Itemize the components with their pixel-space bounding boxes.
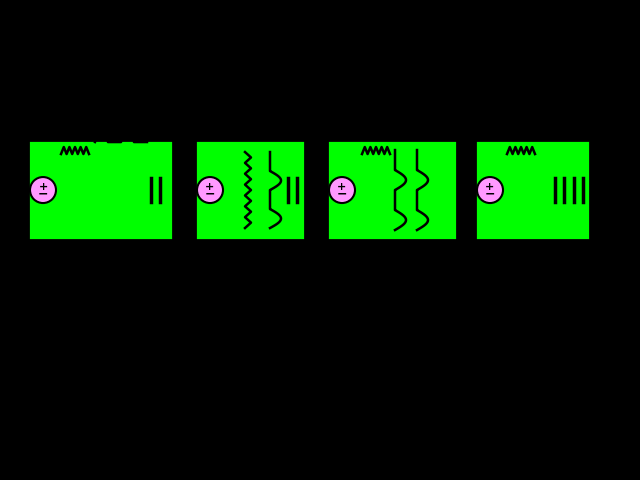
Text: +: + xyxy=(38,181,47,192)
Text: Summing up the voltages around a loop will: Summing up the voltages around a loop wi… xyxy=(30,350,515,369)
Bar xyxy=(195,140,305,240)
Bar xyxy=(28,140,173,240)
Text: What is a Second Order Circuit? Part 1: What is a Second Order Circuit? Part 1 xyxy=(30,45,513,65)
Bar xyxy=(327,140,457,240)
Circle shape xyxy=(329,177,355,203)
Text: +: + xyxy=(205,181,214,192)
Bar xyxy=(475,140,590,240)
Text: −: − xyxy=(337,188,348,201)
Circle shape xyxy=(30,177,56,203)
Circle shape xyxy=(477,177,503,203)
Text: A circuit (series or parallel) that contains: A circuit (series or parallel) that cont… xyxy=(30,262,484,281)
Text: +: + xyxy=(485,181,495,192)
Circle shape xyxy=(197,177,223,203)
Text: +: + xyxy=(337,181,347,192)
Text: (capacitors and/or inductors).: (capacitors and/or inductors). xyxy=(30,310,358,329)
Text: a resistor and 2-energy storing devices: a resistor and 2-energy storing devices xyxy=(30,286,463,305)
Text: −: − xyxy=(484,188,495,201)
Text: result in a second-order differential equation.: result in a second-order differential eq… xyxy=(30,374,536,393)
Text: −: − xyxy=(205,188,215,201)
Text: −: − xyxy=(38,188,48,201)
